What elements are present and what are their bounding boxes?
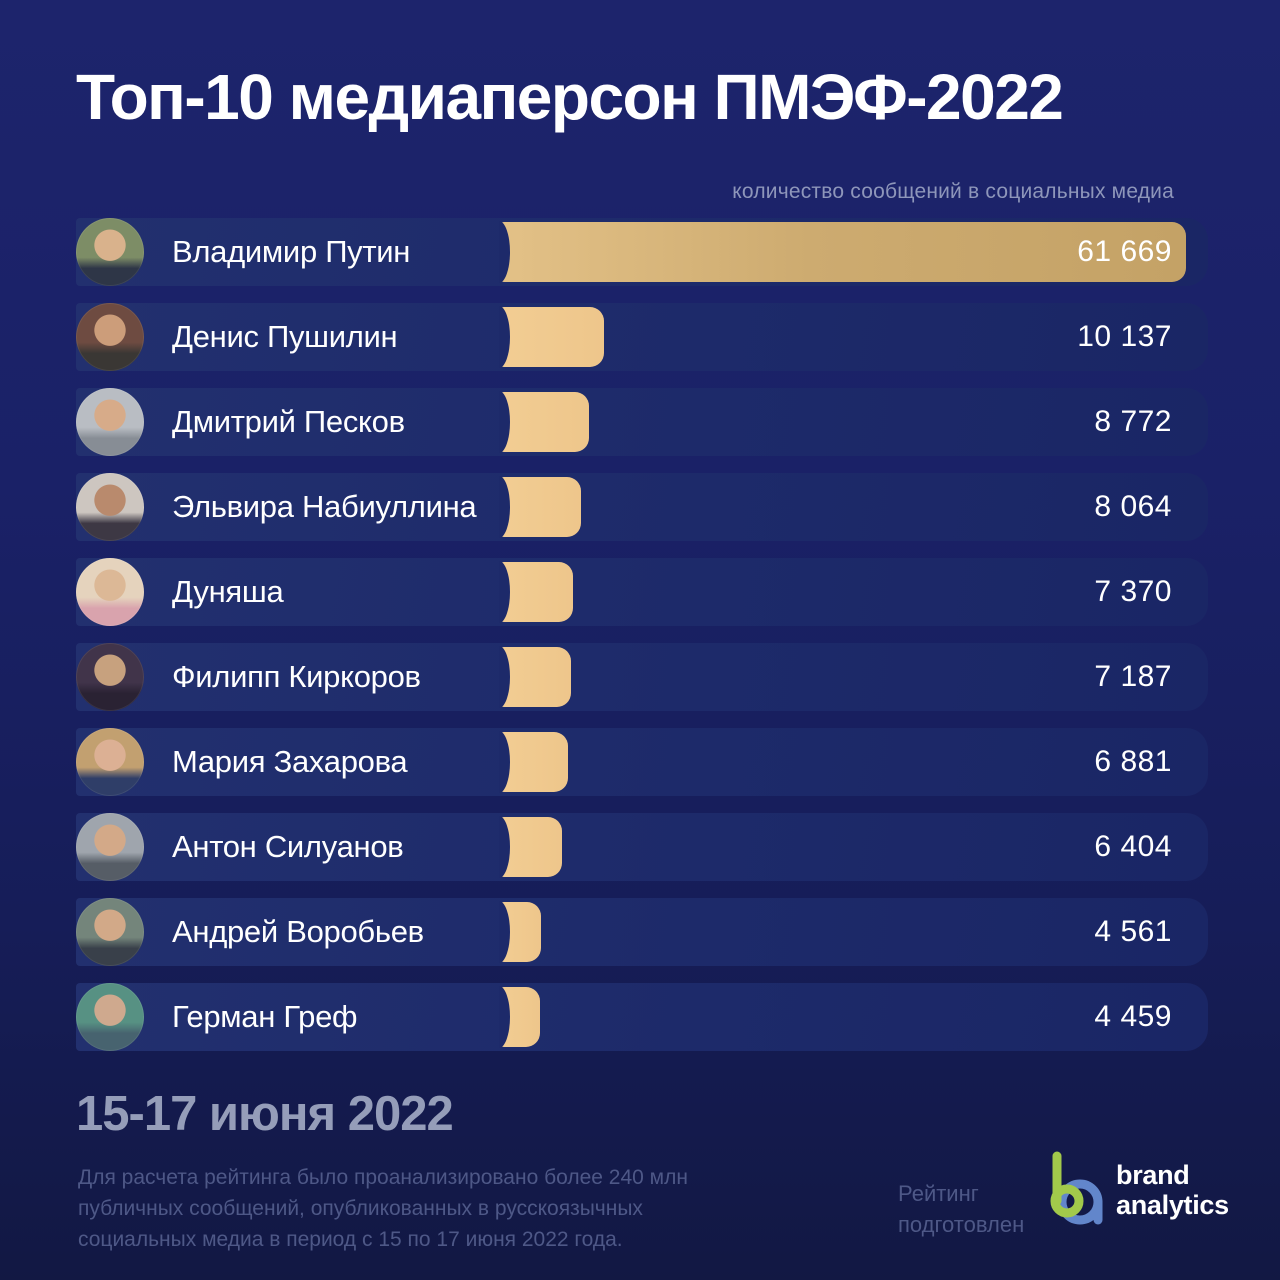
person-row: Мария Захарова 6 881 xyxy=(76,728,1208,796)
value-bar xyxy=(499,816,562,878)
value-bar xyxy=(499,476,581,538)
value-bar xyxy=(499,561,573,623)
person-row: Герман Греф 4 459 xyxy=(76,983,1208,1051)
person-row: Дмитрий Песков 8 772 xyxy=(76,388,1208,456)
person-row: Филипп Киркоров 7 187 xyxy=(76,643,1208,711)
axis-note: количество сообщений в социальных медиа xyxy=(732,180,1174,203)
page-title: Топ-10 медиаперсон ПМЭФ-2022 xyxy=(76,61,1064,133)
methodology-note: Для расчета рейтинга было проанализирова… xyxy=(78,1162,738,1255)
logo-word-analytics: analytics xyxy=(1116,1190,1229,1220)
person-name: Филипп Киркоров xyxy=(172,659,421,694)
message-count: 10 137 xyxy=(1077,320,1172,353)
avatar xyxy=(76,218,144,286)
avatar xyxy=(76,813,144,881)
message-count: 8 064 xyxy=(1094,490,1172,523)
avatar xyxy=(76,643,144,711)
prepared-line: подготовлен xyxy=(898,1212,1025,1237)
message-count: 61 669 xyxy=(1077,235,1172,268)
message-count: 7 187 xyxy=(1094,660,1172,693)
person-name: Мария Захарова xyxy=(172,744,408,779)
person-name: Дуняша xyxy=(172,574,284,609)
note-line: Для расчета рейтинга было проанализирова… xyxy=(78,1166,688,1189)
prepared-by-label: Рейтинг подготовлен xyxy=(898,1178,1078,1240)
value-bar xyxy=(499,986,540,1048)
value-bar xyxy=(499,221,1186,283)
avatar xyxy=(76,898,144,966)
brand-analytics-wordmark: brand analytics xyxy=(1116,1160,1229,1220)
avatar xyxy=(76,558,144,626)
message-count: 8 772 xyxy=(1094,405,1172,438)
value-bar xyxy=(499,901,541,963)
value-bar xyxy=(499,646,571,708)
note-line: социальных медиа в период с 15 по 17 июн… xyxy=(78,1228,623,1251)
note-line: публичных сообщений, опубликованных в ру… xyxy=(78,1197,643,1220)
person-row: Эльвира Набиуллина 8 064 xyxy=(76,473,1208,541)
message-count: 4 459 xyxy=(1094,1000,1172,1033)
person-name: Денис Пушилин xyxy=(172,319,398,354)
period-title: 15-17 июня 2022 xyxy=(76,1087,454,1141)
person-row: Антон Силуанов 6 404 xyxy=(76,813,1208,881)
prepared-line: Рейтинг xyxy=(898,1181,979,1206)
brand-analytics-logo: brand analytics xyxy=(1046,1148,1229,1232)
logo-word-brand: brand xyxy=(1116,1160,1190,1190)
brand-analytics-logo-icon xyxy=(1050,1151,1103,1225)
person-name: Дмитрий Песков xyxy=(172,404,405,439)
value-bar xyxy=(499,731,568,793)
person-name: Эльвира Набиуллина xyxy=(172,489,477,524)
value-bar xyxy=(499,391,589,453)
person-name: Владимир Путин xyxy=(172,234,411,269)
avatar xyxy=(76,983,144,1051)
message-count: 6 881 xyxy=(1094,745,1172,778)
message-count: 6 404 xyxy=(1094,830,1172,863)
message-count: 7 370 xyxy=(1094,575,1172,608)
avatar xyxy=(76,388,144,456)
avatar xyxy=(76,473,144,541)
person-row: Денис Пушилин 10 137 xyxy=(76,303,1208,371)
person-name: Антон Силуанов xyxy=(172,829,404,864)
person-row: Дуняша 7 370 xyxy=(76,558,1208,626)
person-name: Андрей Воробьев xyxy=(172,914,424,949)
message-count: 4 561 xyxy=(1094,915,1172,948)
person-row: Владимир Путин 61 669 xyxy=(76,218,1208,286)
avatar xyxy=(76,303,144,371)
value-bar xyxy=(499,306,604,368)
avatar xyxy=(76,728,144,796)
ranking-list: Владимир Путин 61 669 Денис Пушилин 10 1… xyxy=(76,218,1208,1068)
person-name: Герман Греф xyxy=(172,999,358,1034)
person-row: Андрей Воробьев 4 561 xyxy=(76,898,1208,966)
